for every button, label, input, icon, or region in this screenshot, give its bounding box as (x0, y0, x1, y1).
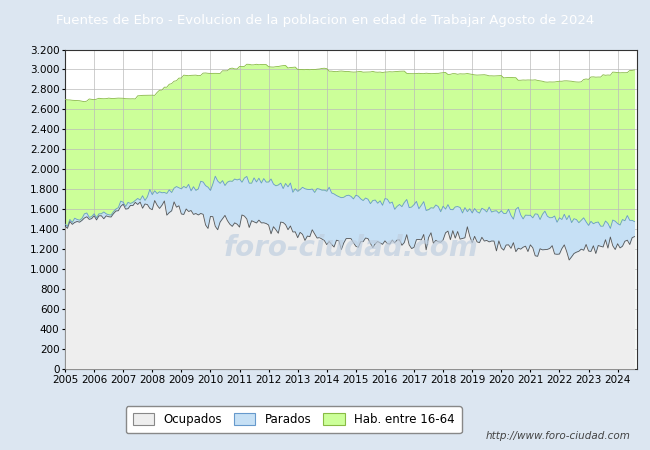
Legend: Ocupados, Parados, Hab. entre 16-64: Ocupados, Parados, Hab. entre 16-64 (126, 406, 462, 433)
Text: foro-ciudad.com: foro-ciudad.com (224, 234, 478, 261)
Text: Fuentes de Ebro - Evolucion de la poblacion en edad de Trabajar Agosto de 2024: Fuentes de Ebro - Evolucion de la poblac… (56, 14, 594, 27)
Text: http://www.foro-ciudad.com: http://www.foro-ciudad.com (486, 431, 630, 441)
